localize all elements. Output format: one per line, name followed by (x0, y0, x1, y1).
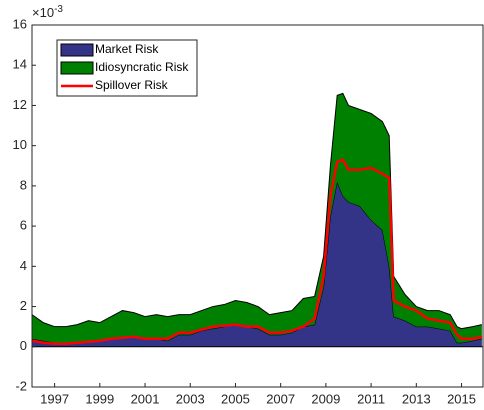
area (32, 93, 482, 343)
y-tick-label: -2 (15, 378, 27, 393)
x-tick-label: 1997 (40, 391, 69, 406)
x-tick-label: 2003 (176, 391, 205, 406)
y-tick-label: 14 (13, 57, 27, 72)
x-tick-label: 2009 (311, 391, 340, 406)
x-tick-label: 2011 (357, 391, 385, 406)
x-tick-label: 2015 (447, 391, 476, 406)
area-edge (31, 92, 482, 330)
x-tick-label: 1999 (85, 391, 114, 406)
y-tick-label: 8 (20, 177, 27, 192)
x-tick-label: 2013 (402, 391, 431, 406)
legend-label: Spillover Risk (95, 78, 169, 92)
area (32, 181, 482, 347)
x-tick-label: 2007 (266, 391, 295, 406)
multiplier-exponent: -3 (54, 4, 63, 15)
y-tick-label: 12 (13, 97, 27, 112)
y-tick-label: 0 (20, 338, 27, 353)
legend-label: Idiosyncratic Risk (95, 60, 189, 74)
legend-swatch (60, 61, 94, 75)
y-tick-label: 16 (13, 16, 27, 31)
y-multiplier: ×10-3 (32, 4, 63, 21)
y-tick-label: 4 (20, 258, 27, 273)
x-tick-label: 2005 (221, 391, 250, 406)
line (31, 158, 483, 346)
y-tick-label: 10 (13, 137, 27, 152)
y-tick-label: 2 (20, 298, 27, 313)
axes-box (31, 24, 484, 388)
legend-label: Market Risk (95, 42, 159, 56)
multiplier-base: ×10 (32, 5, 54, 20)
y-tick-label: 6 (20, 218, 27, 233)
x-tick-label: 2001 (131, 391, 160, 406)
legend-swatch (60, 43, 94, 57)
